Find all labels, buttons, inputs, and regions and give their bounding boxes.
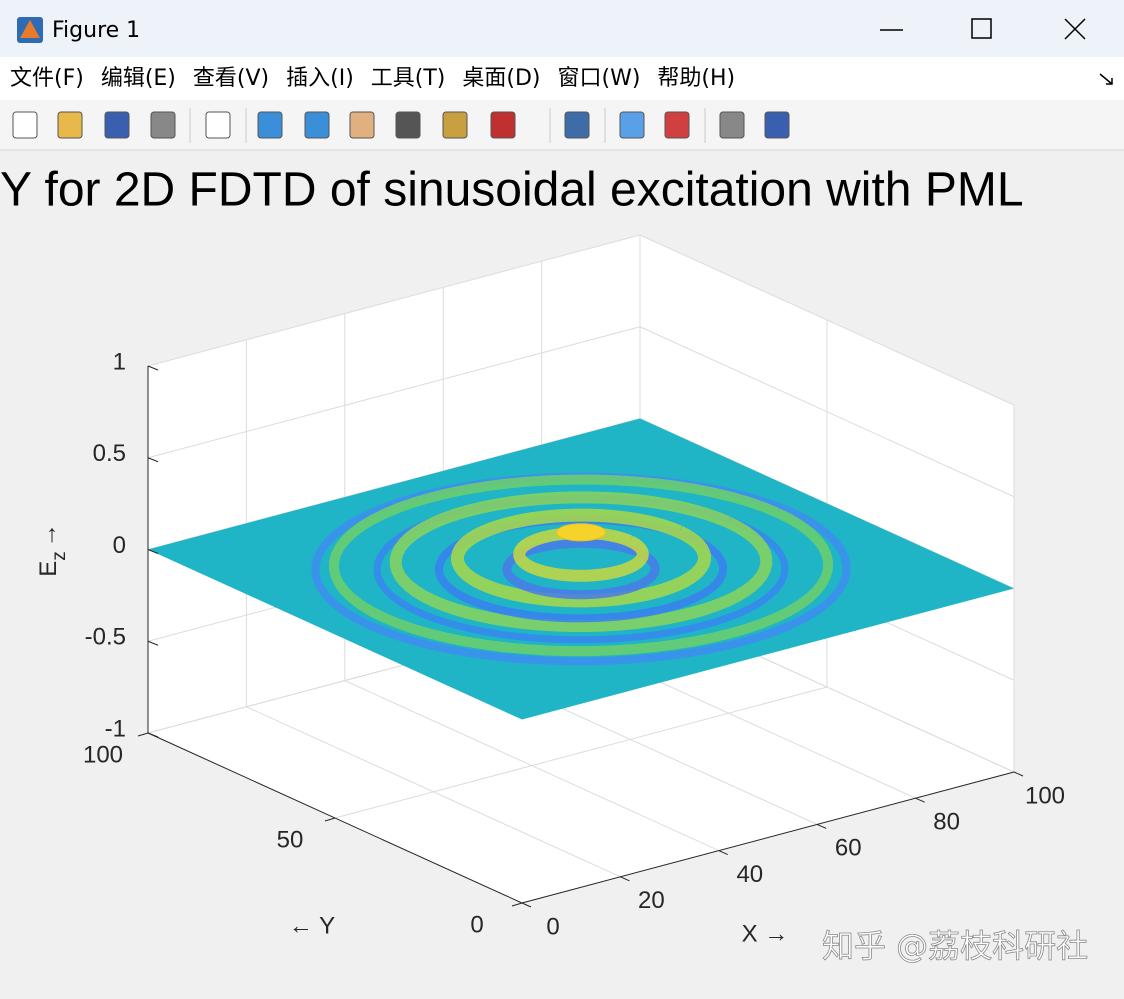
close-button[interactable] <box>1064 18 1086 40</box>
y-axis-label: ← Y <box>289 912 335 939</box>
wave-ring <box>389 491 773 632</box>
menu-dock-icon[interactable] <box>1099 73 1113 85</box>
z-tick-label: 1 <box>113 348 126 375</box>
z-tick-label: 0.5 <box>93 440 126 467</box>
grid-line <box>334 686 828 819</box>
x-tick-label: 100 <box>1025 782 1065 809</box>
grid-line <box>639 234 1015 406</box>
x-tick-mark <box>915 797 925 803</box>
x-tick-mark <box>816 823 827 829</box>
grid-line <box>147 234 641 367</box>
y-tick-label: 100 <box>83 741 123 768</box>
toolbar-icons <box>12 108 790 143</box>
z-tick-label: 0 <box>113 532 126 559</box>
title-bar <box>0 0 1124 57</box>
toolbar-button[interactable] <box>349 111 375 139</box>
toolbar-button[interactable] <box>619 111 645 139</box>
surface-plane <box>148 418 1014 720</box>
toolbar-button[interactable] <box>764 111 790 139</box>
x-tick-label: 40 <box>736 861 763 888</box>
menu-item[interactable]: 查看(V) <box>193 66 269 91</box>
toolbar-button[interactable] <box>442 111 468 139</box>
x-axis-label: X → <box>742 920 789 947</box>
z-tick-label: -0.5 <box>85 624 126 651</box>
toolbar-button[interactable] <box>104 111 130 139</box>
x-tick-mark <box>1013 771 1024 777</box>
toolbar-button[interactable] <box>564 111 590 139</box>
x-tick-label: 0 <box>546 913 559 940</box>
toolbar-button[interactable] <box>304 111 330 139</box>
x-tick-mark <box>620 876 630 882</box>
toolbar-button[interactable] <box>490 111 516 139</box>
z-tick-label: -1 <box>105 715 126 742</box>
watermark: 知乎 @荔枝科研社 <box>822 927 1088 965</box>
x-tick-label: 20 <box>638 887 665 914</box>
x-axis-line <box>521 771 1015 904</box>
toolbar-button[interactable] <box>150 111 176 139</box>
z-label-main: E <box>35 561 62 577</box>
wave-ring <box>450 508 712 608</box>
y-tick-label: 0 <box>470 911 483 938</box>
menu-item[interactable]: 编辑(E) <box>101 66 176 91</box>
y-tick-mark <box>324 817 336 822</box>
surface-peak <box>555 523 607 542</box>
app-icon-logo <box>20 20 40 38</box>
surface-group <box>148 418 1014 720</box>
grid-line <box>639 326 1015 498</box>
chart-title: Y for 2D FDTD of sinusoidal excitation w… <box>0 164 1024 217</box>
z-label-sub: z <box>49 551 70 561</box>
toolbar-button[interactable] <box>57 111 83 139</box>
z-label-arrow: → <box>35 523 62 547</box>
z-tick-mark <box>147 365 159 371</box>
maximize-button[interactable] <box>971 18 992 39</box>
toolbar-button[interactable] <box>257 111 283 139</box>
x-tick-mark <box>718 850 729 856</box>
x-tick-label: 80 <box>933 809 960 836</box>
toolbar-button[interactable] <box>395 111 421 139</box>
z-tick-mark <box>147 640 159 646</box>
wave-ring <box>502 538 660 600</box>
window-title: Figure 1 <box>52 18 140 43</box>
toolbar-button[interactable] <box>719 111 745 139</box>
z-tick-mark <box>147 549 159 554</box>
toolbar-button[interactable] <box>205 111 231 139</box>
menu-item[interactable]: 插入(I) <box>286 66 354 91</box>
menu-item[interactable]: 帮助(H) <box>657 66 735 91</box>
toolbar <box>0 100 1124 150</box>
toolbar-button[interactable] <box>664 111 690 139</box>
x-tick-mark <box>521 902 532 908</box>
toolbar-button[interactable] <box>12 111 38 139</box>
menu-item[interactable]: 桌面(D) <box>462 66 540 91</box>
grid-line <box>147 326 641 459</box>
menu-bar <box>0 57 1124 100</box>
z-axis-label: Ez → <box>35 523 70 577</box>
menu-item[interactable]: 文件(F) <box>10 66 84 91</box>
y-tick-label: 50 <box>277 826 304 853</box>
y-tick-mark <box>511 902 523 907</box>
menu-item[interactable]: 窗口(W) <box>558 66 641 91</box>
y-tick-mark <box>137 732 149 737</box>
wave-ring <box>328 474 834 657</box>
z-tick-mark <box>147 457 159 463</box>
y-axis-line <box>147 732 523 904</box>
menu-item[interactable]: 工具(T) <box>371 66 446 91</box>
x-tick-label: 60 <box>835 835 862 862</box>
menu-group: 文件(F) 编辑(E) 查看(V) 插入(I) 工具(T) 桌面(D) 窗口(W) 帮助(H) <box>10 66 735 91</box>
